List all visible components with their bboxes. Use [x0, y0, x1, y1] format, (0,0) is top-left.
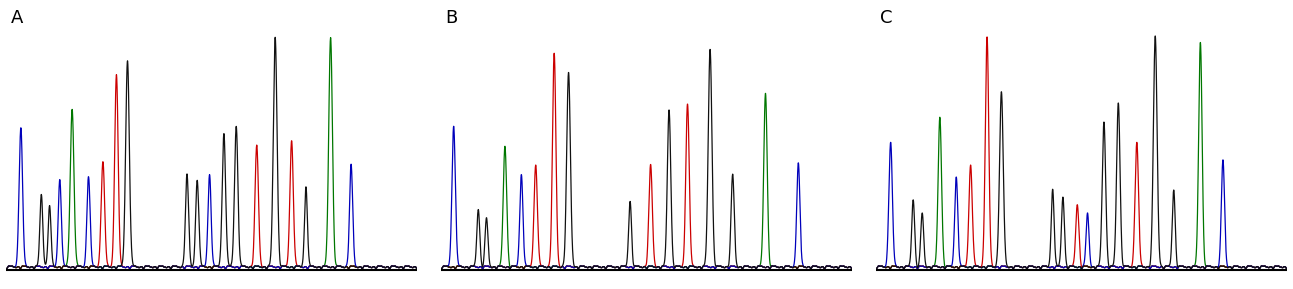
Text: A: A [10, 9, 23, 27]
Text: C: C [881, 9, 893, 27]
Text: B: B [446, 9, 458, 27]
